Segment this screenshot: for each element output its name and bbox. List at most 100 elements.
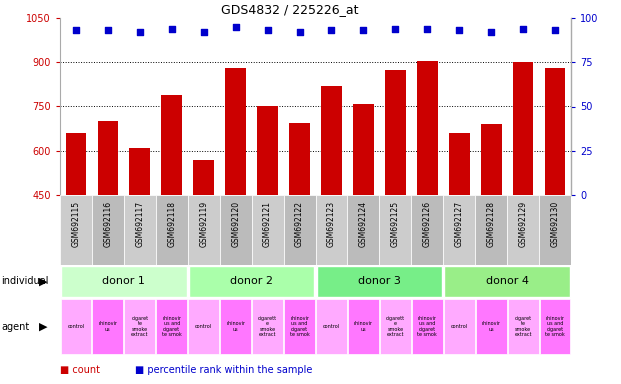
Text: GSM692123: GSM692123 <box>327 200 336 247</box>
Text: ■ count: ■ count <box>60 365 100 375</box>
Text: rhinovir
us and
cigaret
te smok: rhinovir us and cigaret te smok <box>162 316 182 337</box>
Bar <box>284 195 315 265</box>
Bar <box>220 299 251 354</box>
Text: GDS4832 / 225226_at: GDS4832 / 225226_at <box>221 3 359 16</box>
Point <box>358 27 368 33</box>
Text: donor 1: donor 1 <box>102 276 145 286</box>
Bar <box>124 299 155 354</box>
Text: donor 3: donor 3 <box>358 276 401 286</box>
Bar <box>545 68 565 195</box>
Text: cigaret
te
smoke
extract: cigaret te smoke extract <box>131 316 148 337</box>
Text: GSM692126: GSM692126 <box>423 200 432 247</box>
Text: rhinovir
us and
cigaret
te smok: rhinovir us and cigaret te smok <box>545 316 565 337</box>
Bar <box>539 195 571 265</box>
Bar <box>188 299 219 354</box>
Bar <box>476 299 507 354</box>
Text: GSM692127: GSM692127 <box>455 200 464 247</box>
Bar <box>161 95 182 195</box>
Point <box>486 29 496 35</box>
Text: rhinovir
us: rhinovir us <box>354 321 373 332</box>
Text: agent: agent <box>1 321 29 331</box>
Text: control: control <box>451 324 468 329</box>
Text: GSM692117: GSM692117 <box>135 200 144 247</box>
Bar <box>225 68 246 195</box>
Bar <box>289 123 310 195</box>
Bar <box>443 195 475 265</box>
Bar <box>444 299 474 354</box>
Text: GSM692120: GSM692120 <box>231 200 240 247</box>
Text: GSM692122: GSM692122 <box>295 200 304 247</box>
Bar <box>379 195 411 265</box>
Bar <box>156 195 188 265</box>
Bar <box>348 299 379 354</box>
Point <box>391 26 401 32</box>
Point <box>135 29 145 35</box>
Bar <box>507 299 538 354</box>
Text: cigaret
te
smoke
extract: cigaret te smoke extract <box>514 316 532 337</box>
Text: GSM692116: GSM692116 <box>104 200 112 247</box>
Bar <box>257 106 278 195</box>
Text: donor 4: donor 4 <box>486 276 528 286</box>
Bar <box>417 61 438 195</box>
Text: GSM692129: GSM692129 <box>519 200 528 247</box>
Bar <box>317 266 442 297</box>
Point <box>199 29 209 35</box>
Bar <box>507 195 539 265</box>
Text: GSM692130: GSM692130 <box>551 200 560 247</box>
Bar <box>124 195 156 265</box>
Point <box>103 27 113 33</box>
Bar <box>284 299 315 354</box>
Point <box>327 27 337 33</box>
Bar <box>513 62 533 195</box>
Bar <box>188 195 220 265</box>
Bar <box>252 299 283 354</box>
Bar <box>129 148 150 195</box>
Bar <box>189 266 314 297</box>
Point <box>518 26 528 32</box>
Bar <box>449 133 469 195</box>
Bar <box>66 133 86 195</box>
Bar <box>61 266 187 297</box>
Point <box>294 29 304 35</box>
Text: rhinovir
us: rhinovir us <box>98 321 117 332</box>
Text: GSM692128: GSM692128 <box>487 200 496 247</box>
Text: ▶: ▶ <box>39 321 47 331</box>
Bar <box>252 195 284 265</box>
Text: rhinovir
us: rhinovir us <box>226 321 245 332</box>
Text: cigarett
e
smoke
extract: cigarett e smoke extract <box>386 316 405 337</box>
Text: ▶: ▶ <box>39 276 47 286</box>
Point <box>550 27 560 33</box>
Point <box>71 27 81 33</box>
Bar <box>380 299 411 354</box>
Point <box>167 26 177 32</box>
Text: rhinovir
us: rhinovir us <box>482 321 501 332</box>
Bar <box>156 299 188 354</box>
Bar <box>193 160 214 195</box>
Bar <box>444 266 570 297</box>
Bar <box>481 124 502 195</box>
Text: control: control <box>323 324 340 329</box>
Bar <box>220 195 252 265</box>
Point <box>454 27 464 33</box>
Text: control: control <box>68 324 84 329</box>
Bar <box>60 299 91 354</box>
Bar <box>321 86 342 195</box>
Text: GSM692125: GSM692125 <box>391 200 400 247</box>
Bar <box>92 195 124 265</box>
Text: GSM692115: GSM692115 <box>71 200 81 247</box>
Bar <box>475 195 507 265</box>
Point <box>422 26 432 32</box>
Point <box>263 27 273 33</box>
Text: GSM692124: GSM692124 <box>359 200 368 247</box>
Text: rhinovir
us and
cigaret
te smok: rhinovir us and cigaret te smok <box>417 316 437 337</box>
Bar <box>315 195 347 265</box>
Text: GSM692118: GSM692118 <box>167 200 176 247</box>
Text: rhinovir
us and
cigaret
te smok: rhinovir us and cigaret te smok <box>289 316 309 337</box>
Bar <box>385 70 406 195</box>
Bar <box>97 121 118 195</box>
Text: control: control <box>195 324 212 329</box>
Bar <box>353 104 374 195</box>
Bar <box>411 195 443 265</box>
Text: individual: individual <box>1 276 48 286</box>
Point <box>230 24 240 30</box>
